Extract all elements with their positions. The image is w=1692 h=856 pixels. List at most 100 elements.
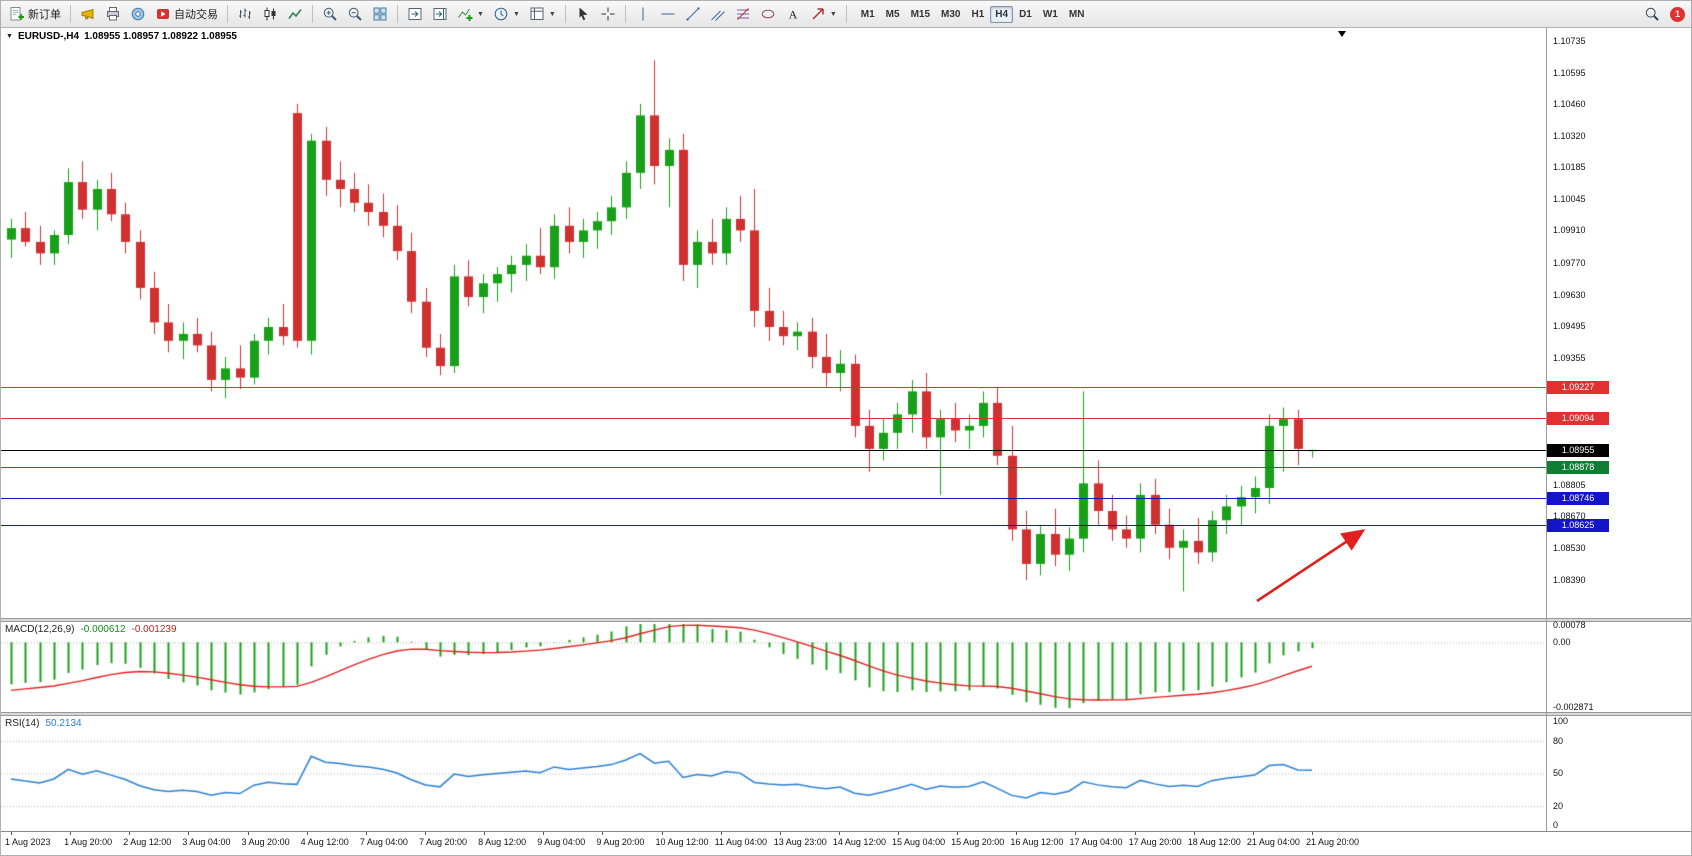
price-tag-1.09094: 1.09094 (1547, 411, 1609, 425)
timeframe-h1-button[interactable]: H1 (966, 6, 989, 23)
main-chart-canvas[interactable] (1, 28, 1546, 618)
macd-panel: MACD(12,26,9) -0.000612 -0.001239 0.0007… (1, 620, 1691, 712)
toolbar: 新订单 自动交易 (1, 1, 1691, 28)
indicators-add-button[interactable]: ▼ (453, 3, 488, 25)
time-axis-tick (1016, 832, 1018, 835)
candlestick-chart-icon[interactable] (258, 3, 282, 25)
macd-label: MACD(12,26,9) -0.000612 -0.001239 (5, 624, 177, 635)
arrows-tool-button[interactable]: ▼ (806, 3, 841, 25)
channel-tool-icon[interactable] (706, 3, 730, 25)
arrow-object-icon (812, 8, 824, 20)
template-icon (530, 7, 544, 20)
timeframe-m1-button[interactable]: M1 (856, 6, 880, 23)
search-icon[interactable] (1640, 3, 1664, 25)
autotrade-label: 自动交易 (174, 9, 218, 21)
time-axis-label: 17 Aug 20:00 (1128, 837, 1182, 847)
time-axis-tick (720, 832, 722, 835)
time-axis-label: 16 Aug 12:00 (1010, 837, 1064, 847)
zoom-in-icon[interactable] (318, 3, 342, 25)
time-axis-label: 15 Aug 04:00 (892, 837, 946, 847)
support-line-1.08746[interactable] (1, 497, 1546, 499)
template-caret-icon: ▼ (548, 10, 556, 18)
periods-clock-button[interactable]: ▼ (489, 3, 524, 25)
time-axis-tick (957, 832, 959, 835)
macd-axis-bottom: -0.002871 (1553, 702, 1594, 712)
time-axis-tick (129, 832, 131, 835)
bid-line-1.08955[interactable] (1, 449, 1546, 451)
new-order-icon (10, 7, 24, 21)
auto-scroll-icon[interactable] (403, 3, 427, 25)
price-tag-1.08955: 1.08955 (1547, 443, 1609, 457)
chart-shift-marker[interactable] (1338, 31, 1346, 37)
timeframe-h4-button[interactable]: H4 (990, 5, 1014, 23)
support-line-1.08625[interactable] (1, 525, 1546, 527)
bar-chart-icon[interactable] (233, 3, 257, 25)
chart-shift-icon[interactable] (428, 3, 452, 25)
toolbar-separator (312, 5, 313, 23)
rsi-axis-0: 0 (1553, 820, 1559, 830)
time-axis-label: 15 Aug 20:00 (951, 837, 1005, 847)
time-axis-tick (838, 832, 840, 835)
timeframe-mn-button[interactable]: MN (1064, 6, 1090, 23)
crosshair-tool-icon[interactable] (596, 3, 620, 25)
toolbar-separator (70, 5, 71, 23)
price-axis-border[interactable] (1546, 28, 1547, 831)
rsi-name: RSI(14) (5, 718, 40, 729)
zoom-out-icon[interactable] (343, 3, 367, 25)
time-axis-tick (365, 832, 367, 835)
macd-signal-value: -0.001239 (131, 624, 177, 635)
notification-badge[interactable]: 1 (1670, 6, 1685, 22)
cursor-tool-icon[interactable] (571, 3, 595, 25)
resistance-line-1.09094[interactable] (1, 417, 1546, 419)
time-axis-label: 17 Aug 04:00 (1069, 837, 1123, 847)
time-axis-tick (484, 832, 486, 835)
time-axis-tick (1252, 832, 1254, 835)
tile-windows-icon[interactable] (368, 3, 392, 25)
price-axis-label: 1.10185 (1553, 162, 1586, 173)
support-line-1.08878[interactable] (1, 467, 1546, 469)
new-order-button[interactable]: 新订单 (5, 3, 65, 25)
panel-splitter[interactable] (1, 618, 1691, 622)
time-axis-tick (543, 832, 545, 835)
horizontal-line-tool-icon[interactable] (656, 3, 680, 25)
data-window-toggle-icon[interactable]: ▼ (6, 33, 13, 40)
toolbar-separator (227, 5, 228, 23)
shapes-tool-icon[interactable] (756, 3, 780, 25)
timeframe-d1-button[interactable]: D1 (1014, 6, 1037, 23)
chart-ohlc-values: 1.08955 1.08957 1.08922 1.08955 (84, 31, 237, 42)
resistance-line-1.09227[interactable] (1, 386, 1546, 388)
timeframe-m30-button[interactable]: M30 (936, 6, 965, 23)
line-chart-icon[interactable] (283, 3, 307, 25)
timeframe-m5-button[interactable]: M5 (881, 6, 905, 23)
annotation-arrow[interactable] (1247, 521, 1377, 613)
rsi-axis-20: 20 (1553, 801, 1564, 811)
time-axis-tick (779, 832, 781, 835)
price-axis-label: 1.10320 (1553, 131, 1586, 142)
timeframe-group: M1 M5 M15 M30 H1 H4 D1 W1 MN (856, 5, 1090, 23)
macd-canvas[interactable] (1, 622, 1546, 712)
template-button[interactable]: ▼ (525, 3, 560, 25)
time-axis[interactable]: 1 Aug 2023 1 Aug 20:00 2 Aug 12:00 3 Aug 04… (1, 831, 1691, 855)
text-tool-icon[interactable]: A (781, 3, 805, 25)
new-order-label: 新订单 (28, 9, 61, 21)
trendline-tool-icon[interactable] (681, 3, 705, 25)
vertical-line-tool-icon[interactable] (631, 3, 655, 25)
autotrade-button[interactable]: 自动交易 (151, 3, 222, 25)
time-axis-tick (70, 832, 72, 835)
timeframe-w1-button[interactable]: W1 (1038, 6, 1063, 23)
panel-splitter[interactable] (1, 712, 1691, 716)
rsi-axis-80: 80 (1553, 736, 1564, 746)
speaker-icon[interactable] (126, 3, 150, 25)
price-axis-label: 1.09910 (1553, 225, 1586, 236)
indicators-icon (458, 8, 473, 21)
autotrade-icon (157, 9, 169, 19)
megaphone-icon[interactable] (76, 3, 100, 25)
arrows-caret-icon: ▼ (829, 10, 837, 18)
timeframe-m15-button[interactable]: M15 (906, 6, 935, 23)
fibonacci-tool-icon[interactable] (731, 3, 755, 25)
rsi-canvas[interactable] (1, 716, 1546, 831)
rsi-value: 50.2134 (45, 718, 82, 729)
toolbar-separator (564, 5, 566, 23)
printer-icon[interactable] (101, 3, 125, 25)
price-axis-label: 1.09770 (1553, 257, 1586, 268)
